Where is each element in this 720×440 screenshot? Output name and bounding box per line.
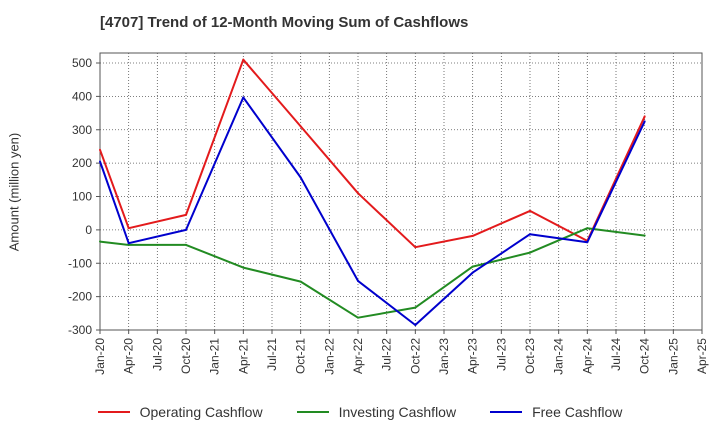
legend-swatch: [490, 411, 523, 413]
free-cashflow-point: [299, 176, 302, 179]
x-tick-label: Oct-24: [638, 338, 652, 374]
x-tick-label: Jan-20: [93, 338, 107, 375]
chart-title: [4707] Trend of 12-Month Moving Sum of C…: [100, 14, 469, 31]
y-tick-label: -300: [68, 323, 92, 337]
legend-item-operating-cashflow: Operating Cashflow: [97, 404, 263, 420]
x-tick-label: Apr-25: [695, 338, 709, 374]
x-tick-label: Apr-22: [351, 338, 365, 374]
investing-cashflow-point: [242, 266, 245, 269]
investing-cashflow-point: [185, 243, 187, 246]
x-tick-label: Apr-20: [122, 338, 136, 374]
x-tick-label: Jan-24: [552, 338, 566, 375]
legend-item-investing-cashflow: Investing Cashflow: [296, 404, 457, 420]
y-tick-label: -100: [68, 256, 92, 270]
x-tick-label: Oct-21: [294, 338, 308, 374]
legend-swatch: [296, 411, 329, 413]
operating-cashflow-point: [471, 234, 474, 237]
x-tick-label: Jul-22: [380, 338, 394, 371]
operating-cashflow-point: [529, 209, 531, 212]
x-tick-label: Apr-24: [580, 338, 594, 374]
operating-cashflow-point: [414, 246, 417, 249]
plot-frame: [99, 52, 703, 331]
x-tick-label: Jul-20: [150, 338, 164, 371]
x-tick-label: Jan-25: [666, 338, 680, 375]
operating-cashflow-point: [299, 125, 302, 128]
investing-cashflow-point: [299, 280, 302, 283]
x-tick-label: Jan-21: [208, 338, 222, 375]
operating-cashflow-point: [242, 58, 245, 61]
y-tick-label: 0: [85, 223, 92, 237]
free-cashflow-point: [414, 323, 417, 326]
investing-cashflow-point: [529, 251, 531, 254]
free-cashflow-point: [99, 160, 101, 163]
legend-label: Free Cashflow: [532, 404, 623, 420]
operating-cashflow-point: [643, 115, 646, 118]
free-cashflow-point: [185, 228, 187, 231]
x-tick-label: Oct-23: [523, 338, 537, 374]
investing-cashflow-point: [99, 240, 101, 243]
operating-cashflow-point: [185, 213, 187, 216]
y-tick-label: 200: [72, 156, 92, 170]
free-cashflow-point: [586, 241, 589, 244]
investing-cashflow-point: [414, 306, 417, 309]
x-tick-label: Oct-22: [408, 338, 422, 374]
x-tick-label: Jul-23: [494, 338, 508, 371]
legend-swatch: [97, 411, 130, 413]
legend: Operating Cashflow Investing Cashflow Free…: [0, 404, 720, 420]
investing-cashflow-point: [643, 234, 646, 237]
investing-cashflow-point: [357, 316, 359, 319]
investing-cashflow-point: [471, 265, 474, 268]
y-tick-label: 400: [72, 89, 92, 103]
investing-cashflow-point: [586, 227, 589, 230]
free-cashflow-point: [643, 120, 646, 123]
free-cashflow-point: [471, 271, 474, 274]
free-cashflow-point: [529, 233, 531, 236]
free-cashflow-point: [357, 279, 359, 282]
x-tick-label: Oct-20: [179, 338, 193, 374]
y-tick-label: 500: [72, 56, 92, 70]
x-tick-label: Apr-21: [236, 338, 250, 374]
plot-background: [100, 53, 702, 330]
y-tick-label: 300: [72, 123, 92, 137]
legend-label: Operating Cashflow: [139, 404, 263, 420]
x-tick-label: Jul-24: [609, 338, 623, 371]
y-tick-label: -200: [68, 290, 92, 304]
y-tick-label: 100: [72, 190, 92, 204]
x-tick-label: Jan-23: [437, 338, 451, 375]
x-tick-label: Jan-22: [322, 338, 336, 375]
free-cashflow-point: [127, 242, 130, 245]
x-tick-label: Jul-21: [265, 338, 279, 371]
operating-cashflow-point: [357, 192, 359, 195]
x-tick-label: Apr-23: [466, 338, 480, 374]
operating-cashflow-point: [127, 227, 130, 230]
free-cashflow-point: [242, 96, 245, 99]
operating-cashflow-point: [99, 148, 101, 151]
legend-label: Investing Cashflow: [338, 404, 457, 420]
investing-cashflow-point: [127, 243, 130, 246]
legend-item-free-cashflow: Free Cashflow: [490, 404, 622, 420]
